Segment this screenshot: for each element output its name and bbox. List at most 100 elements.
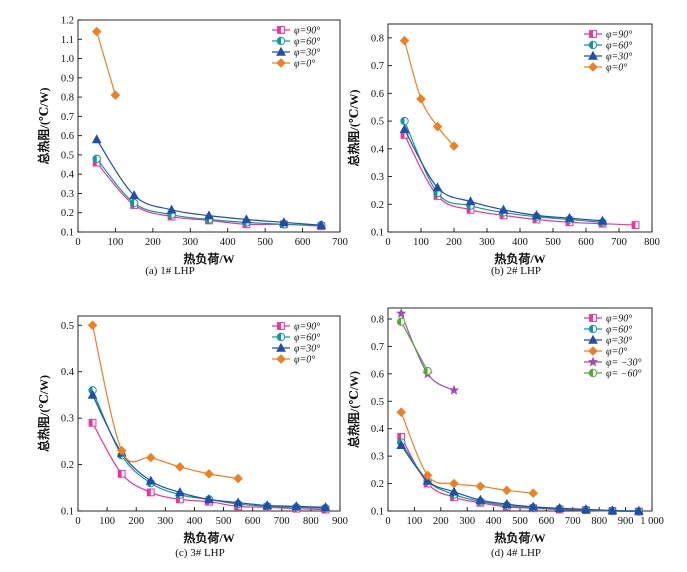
y-tick-label: 0.7 [371, 61, 384, 72]
legend-swatch-marker [589, 314, 597, 322]
x-axis-label: 热负荷/W [183, 530, 234, 545]
legend-item: φ=30° [272, 342, 320, 355]
x-tick-label: 200 [446, 237, 462, 248]
data-point [91, 134, 102, 144]
y-tick-label: 0.4 [371, 424, 385, 435]
y-tick-label: 0.1 [61, 507, 74, 518]
series-phi60 [397, 438, 643, 516]
data-point [175, 462, 185, 472]
legend-item: φ=60° [584, 41, 632, 52]
y-tick-label: 0.4 [61, 170, 75, 181]
series-line [400, 313, 455, 391]
data-point [449, 478, 459, 489]
data-point [87, 320, 98, 331]
data-point [92, 154, 101, 163]
legend-label: φ=0° [606, 347, 627, 358]
x-tick-label: 100 [413, 237, 429, 248]
x-tick-label: 400 [187, 516, 203, 527]
data-point [241, 214, 252, 224]
y-axis-label: 总热阻/(℃/W) [346, 89, 361, 166]
legend-item: φ=0° [272, 354, 315, 366]
x-tick-label: 300 [157, 516, 173, 527]
legend-item: φ=30° [272, 46, 320, 59]
legend-label: φ=30° [606, 336, 632, 347]
series-line [91, 325, 239, 480]
legend-swatch-marker [588, 40, 598, 50]
x-tick-label: 100 [99, 516, 115, 527]
x-tick-label: 500 [545, 237, 561, 248]
legend-swatch-marker [276, 36, 286, 46]
series-phi0 [91, 26, 121, 100]
x-axis-label: 热负荷/W [494, 530, 545, 545]
legend-item: φ=60° [272, 37, 320, 48]
legend-label: φ= −30° [606, 358, 642, 369]
data-point [449, 141, 459, 151]
legend-swatch-marker [276, 342, 286, 352]
chart-panel-2: 0 100 200 300 400 500 600 700 800 0.1 0.2 0.3 0.4 0.5… [346, 23, 660, 277]
data-point [597, 215, 608, 225]
y-tick-label: 0.5 [371, 117, 384, 128]
data-point [399, 124, 410, 134]
data-point [501, 498, 512, 508]
data-point [564, 212, 575, 222]
series-line [400, 444, 639, 512]
y-tick-label: 0.4 [61, 367, 75, 378]
legend-swatch-marker [276, 332, 286, 342]
y-tick-label: 0.1 [371, 228, 384, 239]
x-tick-label: 600 [578, 237, 594, 248]
chart-panel-1: 0 100 200 300 400 500 600 700 0.1 0.2 0.3 0.4 0.5 0.6… [36, 16, 348, 278]
series-line [400, 436, 639, 513]
series-line [400, 442, 639, 513]
legend-swatch-marker [588, 346, 598, 356]
x-tick-label: 600 [539, 516, 555, 527]
series-phi90 [400, 131, 640, 229]
legend-swatch-marker [276, 58, 286, 68]
data-point [146, 488, 155, 497]
legend-label: φ=60° [294, 333, 320, 344]
series-phi0 [87, 320, 243, 484]
y-tick-label: 0.7 [371, 342, 384, 353]
legend-item: φ=0° [584, 62, 627, 74]
y-tick-label: 0.3 [61, 414, 74, 425]
y-tick-label: 0.1 [371, 507, 384, 518]
x-tick-label: 700 [565, 516, 581, 527]
x-tick-label: 1 000 [640, 516, 664, 527]
y-tick-label: 1.0 [61, 54, 74, 65]
data-point [117, 469, 126, 478]
legend-item: φ=60° [272, 333, 320, 344]
legend-swatch-marker [589, 30, 597, 38]
legend-label: φ=60° [606, 41, 632, 52]
chart-panel-4: 0 100 200 300 400 500 600 700 800 900 1 000 0.1 0.2 0… [346, 307, 664, 559]
y-axis-label: 总热阻/(℃/W) [346, 371, 361, 448]
data-point [498, 204, 509, 214]
data-point [291, 501, 302, 511]
data-point [475, 494, 486, 504]
legend-swatch-marker [276, 46, 286, 56]
data-point [465, 196, 476, 206]
x-tick-label: 0 [75, 237, 80, 248]
y-tick-label: 0.9 [61, 73, 74, 84]
series-phi0 [396, 407, 538, 498]
data-point [87, 389, 98, 399]
data-point [528, 488, 538, 498]
y-tick-label: 1.1 [61, 35, 74, 46]
legend-label: φ=90° [606, 314, 632, 325]
y-tick-label: 0.1 [61, 228, 74, 239]
data-point [432, 121, 443, 132]
data-point [396, 308, 407, 318]
legend-label: φ=0° [606, 63, 627, 74]
y-axis-label: 总热阻/(℃/W) [36, 87, 51, 164]
data-point [633, 505, 644, 515]
x-tick-label: 300 [182, 237, 198, 248]
y-tick-label: 0.5 [61, 321, 74, 332]
panel-caption: (d) 4# LHP [491, 547, 541, 559]
data-point [146, 452, 156, 463]
series-line [403, 40, 455, 147]
x-tick-label: 400 [220, 237, 236, 248]
legend: φ=90°φ=60°φ=30°φ=0° [272, 322, 320, 366]
x-tick-label: 400 [486, 516, 502, 527]
x-axis-label: 热负荷/W [494, 251, 545, 266]
series-phim60 [397, 317, 432, 376]
y-tick-label: 0.6 [371, 369, 384, 380]
panel-caption: (b) 2# LHP [491, 265, 541, 277]
